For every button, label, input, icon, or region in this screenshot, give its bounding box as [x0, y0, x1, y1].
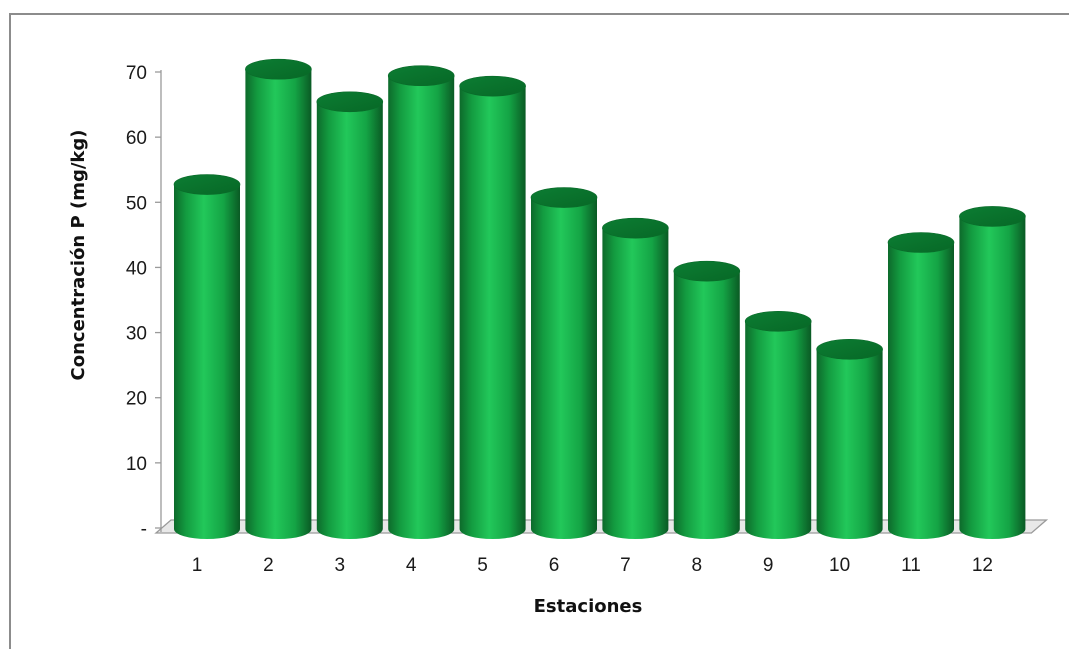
bar-cap [887, 232, 955, 253]
y-tick-label: - [141, 519, 147, 540]
bar [816, 339, 883, 539]
y-tick-label: 50 [126, 193, 147, 214]
x-tick-label: 4 [406, 555, 417, 576]
bar-body [388, 75, 455, 540]
x-tick-label: 2 [263, 555, 274, 576]
x-tick-label: 1 [192, 555, 203, 576]
bar-body [531, 197, 597, 540]
x-axis-title: Estaciones [534, 596, 643, 617]
x-tick-label: 6 [549, 555, 560, 576]
bar-body [459, 86, 526, 539]
bar-cap [602, 217, 669, 239]
y-axis: - 10 20 30 40 50 60 70 [126, 63, 162, 540]
bar-cap [816, 339, 883, 360]
bar-body [602, 228, 669, 539]
x-tick-label: 10 [829, 555, 850, 576]
bar-cap [245, 58, 312, 80]
bar-body [888, 242, 954, 539]
bar [602, 217, 669, 539]
bar-body [745, 321, 812, 539]
bar-body [959, 216, 1026, 540]
bar [744, 311, 812, 539]
bar-cap [316, 91, 384, 113]
bar-cap [959, 206, 1026, 227]
bar-cap [173, 174, 241, 195]
y-tick-label: 60 [126, 128, 147, 149]
x-tick-label: 7 [620, 555, 631, 576]
bar-body [673, 271, 740, 539]
bar [887, 232, 955, 539]
bar-cap [387, 65, 455, 87]
bars [173, 58, 1026, 540]
bar-cap [744, 311, 812, 332]
y-axis-title: Concentración P (mg/kg) [68, 130, 89, 381]
bar-body [245, 69, 312, 539]
x-tick-label: 5 [477, 555, 488, 576]
bar [245, 58, 312, 539]
y-tick-label: 30 [126, 324, 147, 345]
x-axis-ticks: 1 2 3 4 5 6 7 8 9 10 11 12 [192, 555, 993, 576]
x-tick-label: 12 [972, 555, 993, 576]
bar [530, 187, 598, 540]
y-tick-label: 70 [126, 63, 147, 84]
bar [459, 75, 526, 539]
bar-cap [530, 187, 598, 208]
x-tick-label: 9 [763, 555, 774, 576]
bar [959, 206, 1026, 540]
x-tick-label: 3 [335, 555, 346, 576]
bar [387, 65, 455, 540]
bar [316, 91, 384, 539]
bar-body [316, 101, 383, 539]
y-tick-label: 20 [126, 389, 147, 410]
x-tick-label: 11 [901, 555, 921, 576]
x-tick-label: 8 [692, 555, 703, 576]
bar [673, 260, 741, 539]
y-tick-label: 40 [126, 258, 147, 279]
bar-cap [673, 260, 741, 282]
bar-cap [459, 75, 526, 97]
y-tick-label: 10 [126, 454, 147, 475]
bar-body [816, 349, 883, 539]
bar [173, 174, 241, 539]
bar-body [174, 184, 240, 539]
